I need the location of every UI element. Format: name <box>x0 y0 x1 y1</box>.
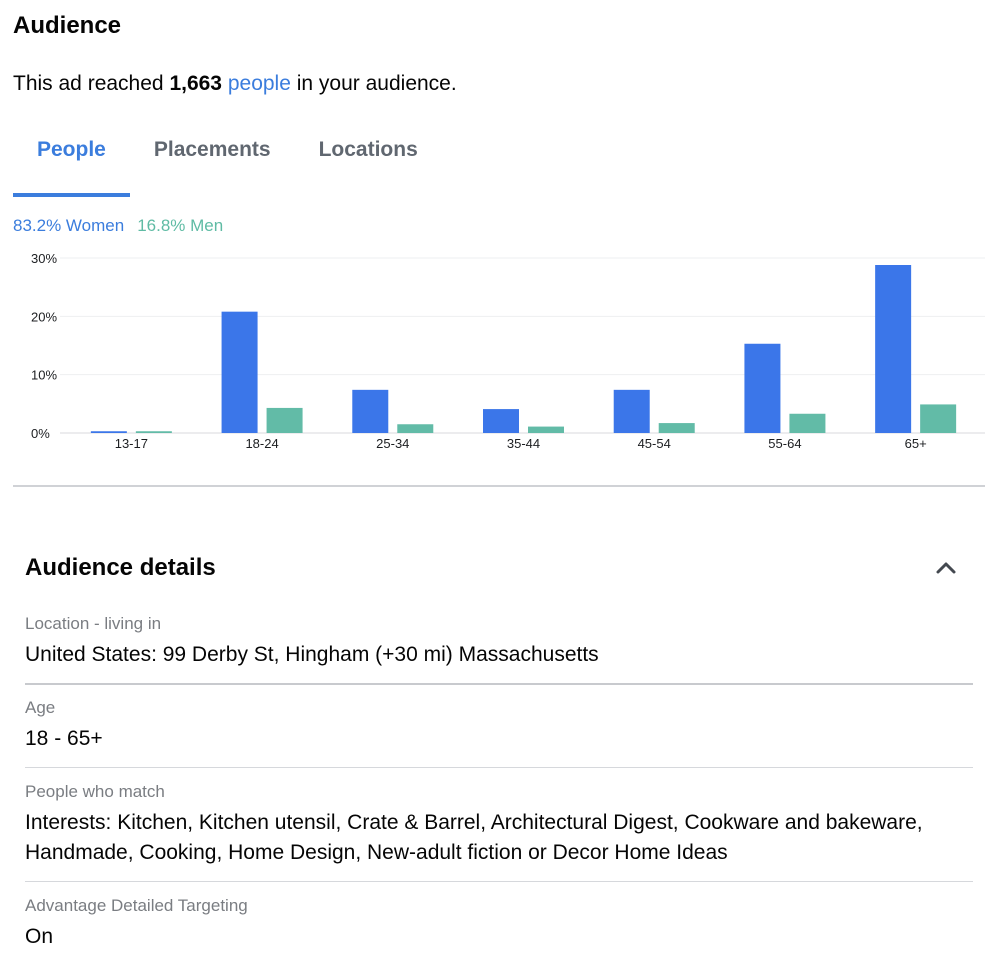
bar-women <box>875 265 912 433</box>
detail-people-who-match: People who match Interests: Kitchen, Kit… <box>25 782 973 868</box>
chevron-up-icon[interactable] <box>932 556 960 580</box>
tab-locations[interactable]: Locations <box>318 138 418 161</box>
bar-men <box>528 426 564 433</box>
x-tick-label: 65+ <box>905 436 927 451</box>
bar-men <box>789 413 826 433</box>
bar-men <box>266 407 303 433</box>
detail-advantage-targeting: Advantage Detailed Targeting On <box>25 896 973 952</box>
detail-value: United States: 99 Derby St, Hingham (+30… <box>25 643 599 666</box>
x-tick-label: 35-44 <box>507 436 540 451</box>
bar-women <box>221 311 258 433</box>
detail-label: Age <box>25 698 56 717</box>
bar-women <box>483 409 519 433</box>
bar-women <box>352 389 389 433</box>
reach-suffix: in your audience. <box>296 72 457 95</box>
detail-label: People who match <box>25 782 165 801</box>
gender-split: 83.2% Women 16.8% Men <box>13 216 223 236</box>
men-percentage: 16.8% Men <box>137 216 224 235</box>
reach-prefix: This ad reached <box>13 72 164 95</box>
x-tick-label: 13-17 <box>115 436 148 451</box>
age-gender-bar-chart: 0% 10% 20% 30% 13-17 18-24 25-34 35-44 45-54 55-6… <box>31 251 985 451</box>
reach-summary: This ad reached 1,663 people in your aud… <box>13 72 457 96</box>
audience-tabs: People Placements Locations <box>13 128 442 197</box>
bar-men <box>658 423 695 433</box>
y-tick-label: 20% <box>31 309 57 324</box>
reach-count: 1,663 <box>169 72 222 95</box>
bar-men <box>397 424 434 433</box>
tab-people[interactable]: People <box>13 128 130 197</box>
tab-placements[interactable]: Placements <box>153 138 271 161</box>
divider <box>25 683 973 685</box>
people-link[interactable]: people <box>227 72 291 95</box>
bar-women <box>744 343 781 433</box>
divider <box>25 767 973 768</box>
detail-age: Age 18 - 65+ <box>25 698 973 754</box>
audience-title: Audience <box>13 12 122 39</box>
y-tick-label: 0% <box>31 426 50 441</box>
x-tick-label: 55-64 <box>768 436 801 451</box>
y-tick-label: 10% <box>31 368 57 383</box>
y-tick-label: 30% <box>31 251 57 266</box>
audience-details-title: Audience details <box>25 554 216 581</box>
divider <box>25 881 973 882</box>
x-tick-label: 45-54 <box>638 436 671 451</box>
detail-value: 18 - 65+ <box>25 727 103 750</box>
bar-women <box>90 431 127 433</box>
x-tick-label: 25-34 <box>376 436 409 451</box>
detail-value: Interests: Kitchen, Kitchen utensil, Cra… <box>25 811 923 864</box>
detail-value: On <box>25 925 54 948</box>
detail-label: Location - living in <box>25 614 162 633</box>
detail-location: Location - living in United States: 99 D… <box>25 614 973 670</box>
bar-men <box>135 431 172 433</box>
x-tick-label: 18-24 <box>245 436 278 451</box>
bar-men <box>920 404 957 433</box>
detail-label: Advantage Detailed Targeting <box>25 896 248 915</box>
bar-women <box>613 389 650 433</box>
chart-divider <box>13 485 985 487</box>
women-percentage: 83.2% Women <box>13 216 125 235</box>
